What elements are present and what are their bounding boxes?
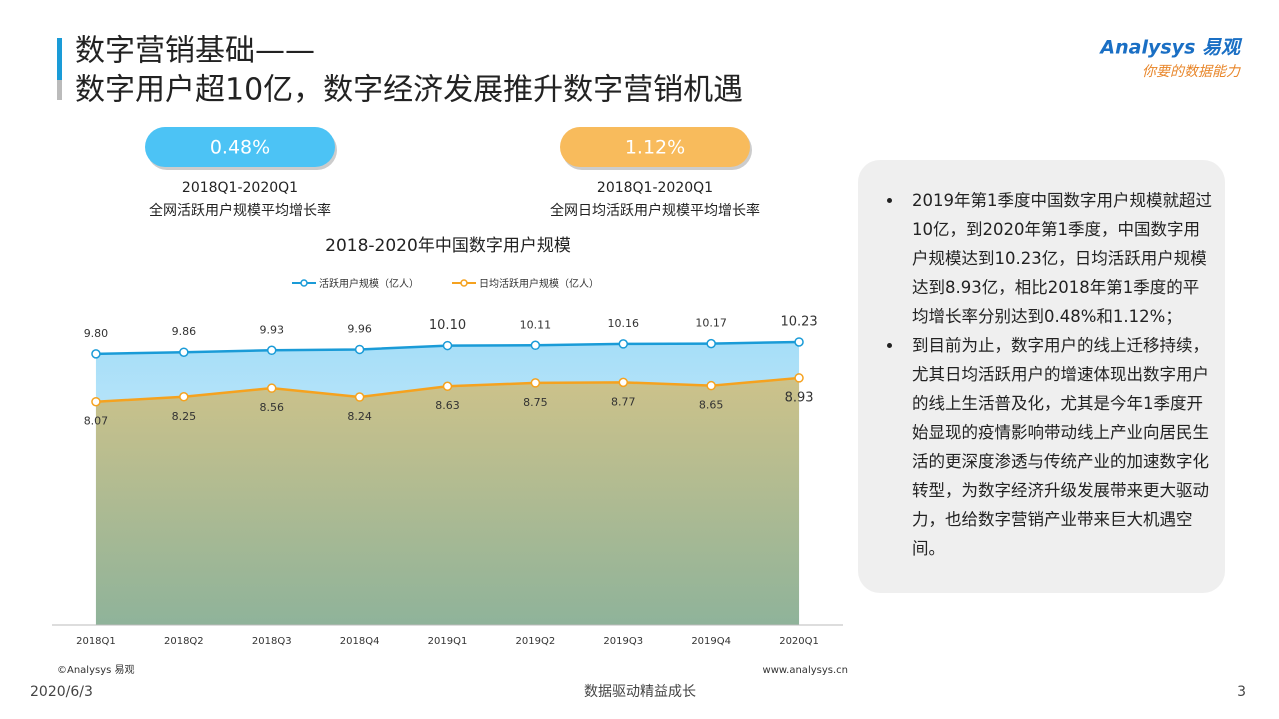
title-accent <box>57 38 62 80</box>
data-label: 9.86 <box>172 325 197 338</box>
date: 2020/6/3 <box>30 684 93 700</box>
kpi-value: 0.48% <box>210 137 270 159</box>
kpi-pill <box>145 127 335 167</box>
data-label: 8.07 <box>84 415 109 428</box>
marker <box>266 383 277 393</box>
marker <box>354 392 365 402</box>
logo-brand: Analysys 易观 <box>1098 37 1243 59</box>
kpi-period: 2018Q1-2020Q1 <box>597 180 713 196</box>
marker <box>618 339 629 349</box>
data-label: 10.17 <box>695 317 727 330</box>
title: 数字营销基础—— <box>75 34 315 69</box>
x-tick-label: 2020Q1 <box>779 636 819 647</box>
area <box>95 377 800 625</box>
marker <box>706 380 716 391</box>
bullet: 2019年第1季度中国数字用户规模就超过10亿，到2020年第1季度，中国数字用… <box>904 186 1212 331</box>
kpi-period: 2018Q1-2020Q1 <box>182 180 298 196</box>
data-label: 9.93 <box>259 323 284 336</box>
title-accent <box>57 80 62 100</box>
kpi-label: 全网活跃用户规模平均增长率 <box>149 202 331 219</box>
x-tick-label: 2019Q3 <box>603 636 643 647</box>
data-label: 8.25 <box>172 410 197 423</box>
bullet: 到目前为止，数字用户的线上迁移持续，尤其日均活跃用户的增速体现出数字用户的线上生… <box>904 331 1212 563</box>
data-label: 10.11 <box>520 318 552 331</box>
marker <box>794 373 804 383</box>
marker <box>179 392 189 402</box>
chart-title: 2018-2020年中国数字用户规模 <box>325 236 571 256</box>
legend-marker <box>300 279 308 287</box>
footer-slogan: 数据驱动精益成长 <box>584 684 696 700</box>
marker <box>442 340 453 351</box>
legend-label: 日均活跃用户规模（亿人） <box>479 277 599 290</box>
data-label: 10.10 <box>429 318 466 333</box>
data-label: 8.77 <box>611 395 636 408</box>
marker <box>266 345 277 356</box>
marker <box>442 381 453 391</box>
data-label: 9.96 <box>347 322 372 335</box>
marker <box>618 377 629 388</box>
x-tick-label: 2019Q1 <box>428 636 468 647</box>
marker <box>530 340 541 351</box>
x-tick-label: 2019Q2 <box>516 636 556 647</box>
title: 数字用户超10亿，数字经济发展推升数字营销机遇 <box>75 73 743 108</box>
marker <box>179 347 189 357</box>
url: www.analysys.cn <box>763 665 848 676</box>
data-label: 9.80 <box>84 327 109 340</box>
kpi-pill <box>560 127 750 167</box>
x-tick-label: 2018Q2 <box>164 636 204 647</box>
marker <box>91 349 101 359</box>
x-tick-label: 2018Q3 <box>252 636 292 647</box>
x-tick-label: 2018Q1 <box>76 636 116 647</box>
marker <box>91 396 101 407</box>
data-label: 10.23 <box>780 314 817 329</box>
legend-label: 活跃用户规模（亿人） <box>319 277 419 290</box>
copyright: ©Analysys 易观 <box>57 664 135 676</box>
data-label: 10.16 <box>608 317 640 330</box>
data-label: 8.63 <box>435 399 460 412</box>
bullet-list: 2019年第1季度中国数字用户规模就超过10亿，到2020年第1季度，中国数字用… <box>874 186 1212 563</box>
marker <box>530 378 541 388</box>
notes-panel: 2019年第1季度中国数字用户规模就超过10亿，到2020年第1季度，中国数字用… <box>858 160 1225 593</box>
data-label: 8.75 <box>523 396 548 409</box>
logo-slogan: 你要的数据能力 <box>1142 64 1241 80</box>
data-label: 8.65 <box>699 399 724 412</box>
x-tick-label: 2019Q4 <box>691 636 731 647</box>
page-number: 3 <box>1237 684 1246 700</box>
data-label: 8.93 <box>785 390 814 405</box>
kpis: 0.48% 2018Q1-2020Q1 全网活跃用户规模平均增长率 1.12% 2018… <box>145 127 760 219</box>
marker <box>794 337 804 347</box>
data-label: 8.24 <box>347 410 372 423</box>
marker <box>706 338 716 349</box>
x-tick-label: 2018Q4 <box>340 636 380 647</box>
data-label: 8.56 <box>259 401 284 414</box>
kpi-label: 全网日均活跃用户规模平均增长率 <box>550 202 760 219</box>
legend-marker <box>460 279 468 287</box>
kpi-value: 1.12% <box>625 137 685 159</box>
marker <box>354 344 365 355</box>
